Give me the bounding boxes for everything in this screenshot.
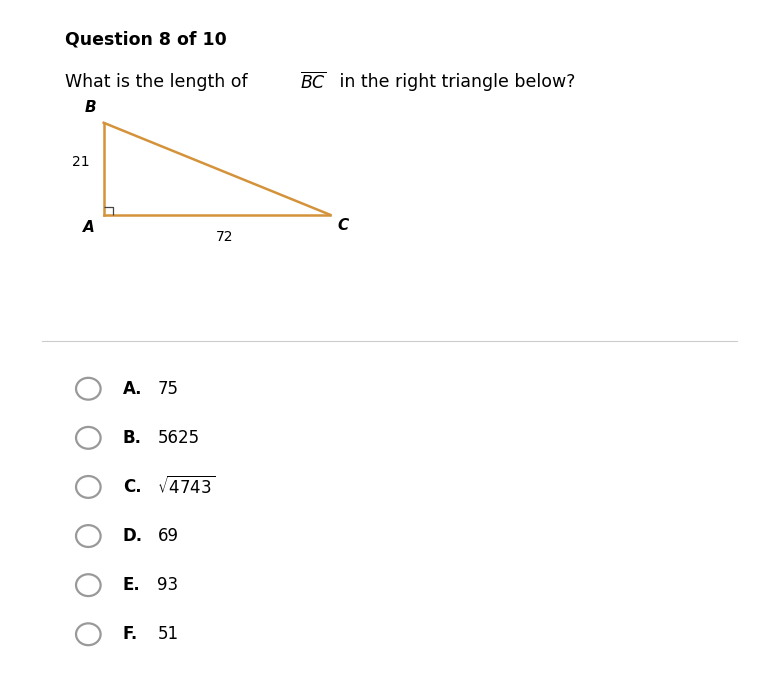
Text: 5625: 5625 bbox=[157, 429, 200, 447]
Text: 51: 51 bbox=[157, 625, 179, 643]
Text: $\overline{BC}$: $\overline{BC}$ bbox=[300, 71, 326, 92]
Text: B: B bbox=[84, 100, 96, 115]
Text: 69: 69 bbox=[157, 527, 178, 545]
Text: 93: 93 bbox=[157, 576, 179, 594]
Text: What is the length of: What is the length of bbox=[65, 73, 253, 91]
Text: A: A bbox=[83, 220, 94, 235]
Text: 21: 21 bbox=[72, 155, 90, 169]
Text: C: C bbox=[338, 218, 349, 233]
Text: $\sqrt{4743}$: $\sqrt{4743}$ bbox=[157, 476, 216, 498]
Text: 72: 72 bbox=[216, 230, 233, 244]
Text: in the right triangle below?: in the right triangle below? bbox=[334, 73, 575, 91]
Text: 75: 75 bbox=[157, 380, 178, 398]
Text: D.: D. bbox=[123, 527, 143, 545]
Text: Question 8 of 10: Question 8 of 10 bbox=[65, 31, 227, 48]
Text: A.: A. bbox=[123, 380, 142, 398]
Text: E.: E. bbox=[123, 576, 141, 594]
Text: C.: C. bbox=[123, 478, 141, 496]
Text: B.: B. bbox=[123, 429, 142, 447]
Text: F.: F. bbox=[123, 625, 138, 643]
